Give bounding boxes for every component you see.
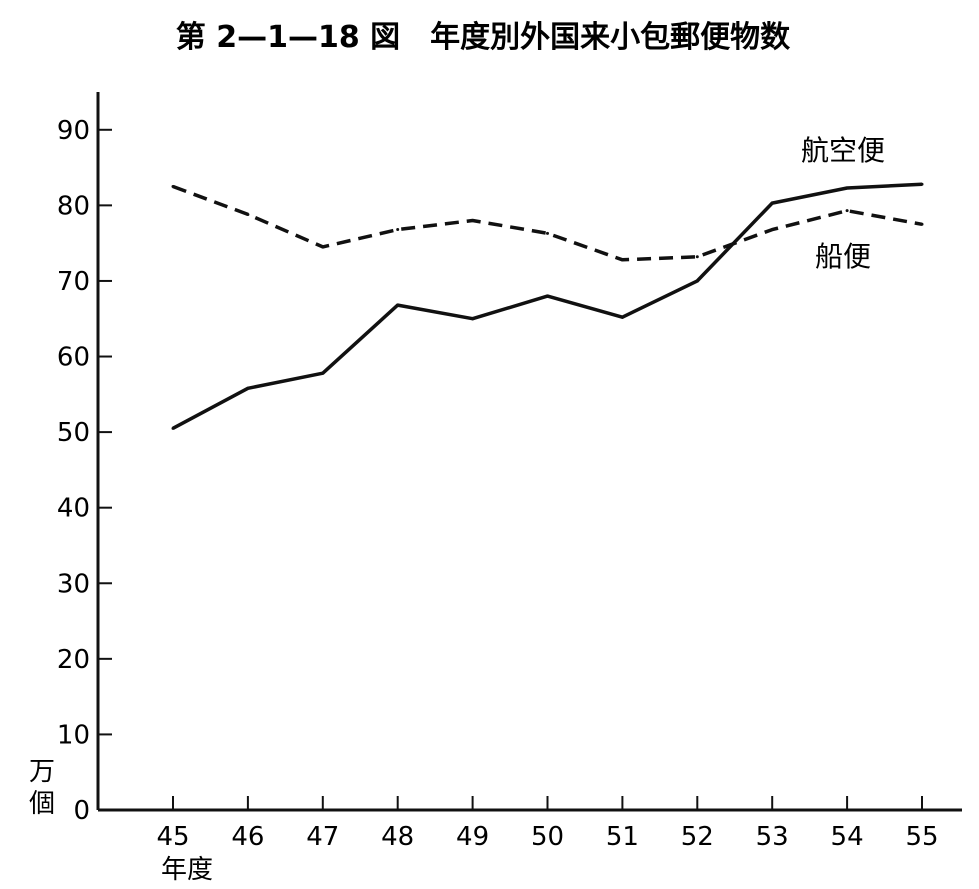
x-tick-label: 51	[606, 822, 639, 852]
x-tick-label: 47	[306, 822, 339, 852]
y-tick-label: 0	[73, 796, 90, 826]
y-axis-unit-char-1: 万	[29, 757, 55, 787]
x-tick-label: 55	[905, 822, 938, 852]
series-point	[845, 186, 849, 190]
series-point	[770, 201, 774, 205]
y-tick-label: 30	[57, 569, 90, 599]
y-tick-label: 70	[57, 267, 90, 297]
series-point	[920, 222, 924, 226]
y-tick-label: 20	[57, 645, 90, 675]
y-tick-label: 60	[57, 343, 90, 373]
y-tick-label: 90	[57, 116, 90, 146]
series-point	[546, 294, 549, 298]
series-label-1: 船便	[815, 240, 871, 273]
series-point	[471, 317, 475, 321]
x-ticks: 45 46 47 48 49 50 51 52 53 54 55	[156, 796, 939, 852]
x-tick-label: 50	[531, 822, 564, 852]
series-point	[396, 303, 400, 307]
series-layer	[171, 182, 924, 430]
series-line-1	[172, 184, 923, 262]
series-point	[321, 245, 325, 249]
x-tick-label: 52	[681, 822, 714, 852]
series-point	[695, 279, 699, 283]
x-tick-label: 53	[756, 822, 789, 852]
series-point	[620, 315, 624, 319]
series-point	[171, 184, 175, 188]
y-tick-label: 40	[57, 494, 90, 524]
x-tick-label: 45	[156, 822, 189, 852]
series-point	[920, 182, 924, 186]
x-axis-label: 年度	[161, 855, 213, 885]
series-point	[695, 255, 699, 259]
x-tick-label: 49	[456, 822, 489, 852]
series-point	[246, 386, 250, 390]
y-tick-label: 50	[57, 418, 90, 448]
series-point	[321, 371, 325, 375]
series-point	[471, 218, 475, 222]
x-tick-label: 46	[231, 822, 264, 852]
series-point	[171, 426, 175, 430]
x-tick-label: 54	[831, 822, 864, 852]
chart-title: 第 2—1—18 図 年度別外国来小包郵便物数	[176, 20, 791, 55]
series-point	[770, 228, 774, 232]
series-point	[246, 212, 250, 216]
y-tick-label: 80	[57, 191, 90, 221]
y-tick-label: 10	[57, 720, 90, 750]
y-axis-unit-char-2: 個	[29, 789, 55, 819]
x-tick-label: 48	[381, 822, 414, 852]
y-ticks: 0 10 20 30 40 50 60 70 80 90	[57, 116, 112, 826]
series-point	[620, 258, 624, 262]
series-point	[845, 209, 849, 213]
series-point	[396, 228, 400, 232]
series-point	[546, 231, 549, 235]
series-label-0: 航空便	[801, 134, 885, 167]
